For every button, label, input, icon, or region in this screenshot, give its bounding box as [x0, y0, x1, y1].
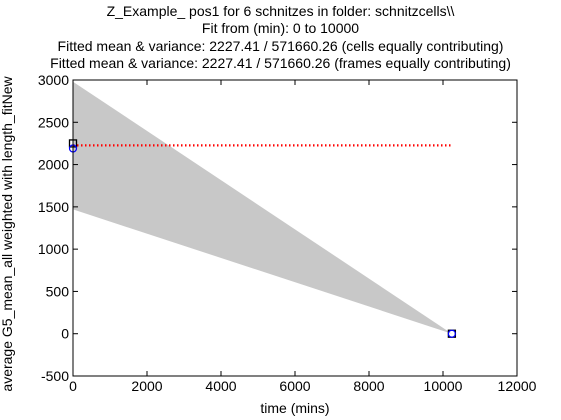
y-tick-label: 2500: [38, 114, 69, 130]
y-tick-label: -500: [41, 368, 69, 384]
chart-title-line-2: Fit from (min): 0 to 10000: [201, 20, 360, 36]
y-tick-label: 1000: [38, 241, 69, 257]
chart-title-line-3: Fitted mean & variance: 2227.41 / 571660…: [57, 38, 504, 54]
x-tick-label: 0: [69, 378, 77, 394]
variance-band: [73, 81, 452, 334]
y-tick-label: 0: [61, 326, 69, 342]
x-axis-label: time (mins): [260, 400, 329, 416]
x-tick-label: 12000: [498, 378, 537, 394]
y-tick-label: 2000: [38, 157, 69, 173]
y-axis-label: average G5_mean_all weighted with length…: [0, 76, 15, 392]
x-tick-label: 6000: [279, 378, 310, 394]
data-point-circle: [447, 329, 456, 338]
chart-title-line-4: Fitted mean & variance: 2227.41 / 571660…: [50, 55, 511, 71]
y-tick-label: 1500: [38, 199, 69, 215]
x-tick-label: 4000: [205, 378, 236, 394]
y-tick-label: 500: [46, 283, 70, 299]
chart-title-line-1: Z_Example_ pos1 for 6 schnitzes in folde…: [106, 3, 455, 19]
y-tick-label: 3000: [38, 72, 69, 88]
x-tick-label: 2000: [131, 378, 162, 394]
x-tick-label: 8000: [353, 378, 384, 394]
x-tick-label: 10000: [424, 378, 463, 394]
